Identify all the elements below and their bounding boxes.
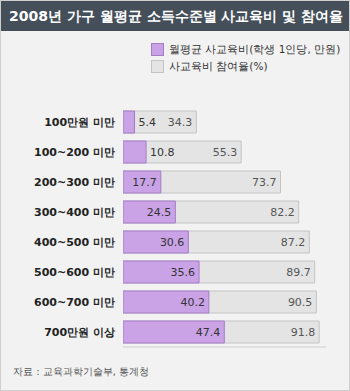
svg-text:87.2: 87.2 — [281, 236, 306, 249]
svg-text:24.5: 24.5 — [147, 206, 172, 219]
svg-text:89.7: 89.7 — [286, 266, 311, 279]
svg-text:40.2: 40.2 — [180, 296, 205, 309]
svg-text:17.7: 17.7 — [132, 176, 157, 189]
svg-text:5.4: 5.4 — [139, 116, 157, 129]
svg-text:90.5: 90.5 — [288, 296, 313, 309]
html-text:월평균 사교육비(학생 1인당, 만원): 월평균 사교육비(학생 1인당, 만원) — [169, 42, 341, 55]
svg-text:500~600 미만: 500~600 미만 — [34, 266, 115, 279]
svg-text:700만원 이상: 700만원 이상 — [44, 326, 115, 339]
svg-text:10.8: 10.8 — [150, 146, 175, 159]
svg-text:35.6: 35.6 — [171, 266, 196, 279]
svg-text:47.4: 47.4 — [196, 326, 221, 339]
svg-text:200~300 미만: 200~300 미만 — [34, 176, 115, 189]
html-text:2008년 가구 월평균 소득수준별 사교육비 및 참여율: 2008년 가구 월평균 소득수준별 사교육비 및 참여율 — [9, 8, 344, 24]
svg-text:30.6: 30.6 — [160, 236, 185, 249]
svg-text:73.7: 73.7 — [252, 176, 277, 189]
svg-text:600~700 미만: 600~700 미만 — [34, 296, 115, 309]
svg-text:55.3: 55.3 — [213, 146, 238, 159]
html-text:자료 : 교육과학기술부, 통계청: 자료 : 교육과학기술부, 통계청 — [13, 366, 150, 377]
html-text:사교육비 참여율(%): 사교육비 참여율(%) — [169, 59, 268, 72]
svg-text:91.8: 91.8 — [291, 326, 316, 339]
svg-text:100~200 미만: 100~200 미만 — [34, 146, 115, 159]
svg-text:300~400 미만: 300~400 미만 — [34, 206, 115, 219]
svg-text:34.3: 34.3 — [168, 116, 193, 129]
svg-text:400~500 미만: 400~500 미만 — [34, 236, 115, 249]
svg-text:100만원 미만: 100만원 미만 — [44, 116, 115, 129]
svg-text:82.2: 82.2 — [270, 206, 295, 219]
